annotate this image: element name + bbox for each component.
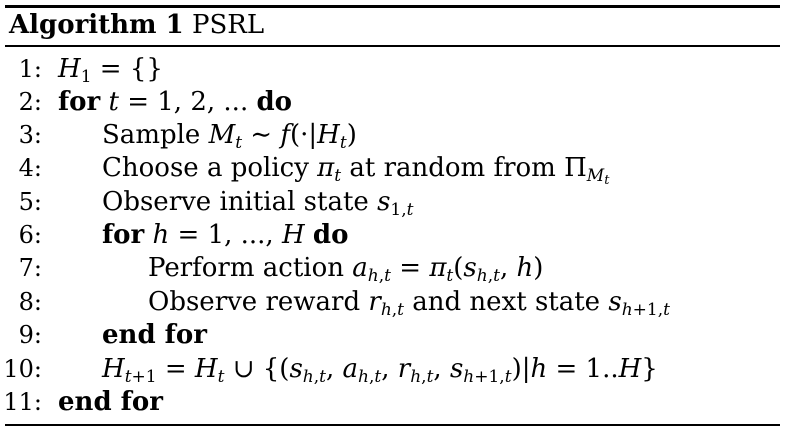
line-code: Perform action ah,t = πt(sh,t, h) — [148, 253, 544, 286]
line-number: 1: — [18, 55, 42, 83]
line-number: 2: — [18, 88, 42, 116]
line-number: 6: — [18, 221, 42, 249]
line-code: end for — [102, 320, 207, 350]
top-rule — [5, 5, 780, 8]
line-code: Observe reward rh,t and next state sh+1,… — [148, 287, 670, 320]
line-code: end for — [58, 387, 163, 417]
line-number: 7: — [18, 254, 42, 282]
algorithm-name: PSRL — [191, 10, 265, 40]
line-number: 4: — [18, 154, 42, 182]
caption-rule — [5, 45, 780, 47]
line-code: Choose a policy πt at random from ΠMt — [102, 153, 610, 188]
line-number: 11: — [3, 388, 42, 416]
bottom-rule — [5, 424, 780, 426]
line-code: H1 = {} — [58, 54, 163, 87]
line-number: 8: — [18, 288, 42, 316]
line-number: 5: — [18, 188, 42, 216]
line-code: for h = 1, ..., H do — [102, 220, 349, 250]
algorithm-caption: Algorithm 1 PSRL — [9, 9, 264, 41]
line-code: Sample Mt ∼ f(·|Ht) — [102, 120, 357, 153]
line-code: for t = 1, 2, ... do — [58, 87, 292, 117]
line-code: Ht+1 = Ht ∪ {(sh,t, ah,t, rh,t, sh+1,t)|… — [102, 354, 658, 387]
line-number: 3: — [18, 121, 42, 149]
line-number: 10: — [3, 355, 42, 383]
line-number: 9: — [18, 321, 42, 349]
algorithm-label: Algorithm 1 — [9, 10, 184, 40]
line-code: Observe initial state s1,t — [102, 187, 414, 220]
